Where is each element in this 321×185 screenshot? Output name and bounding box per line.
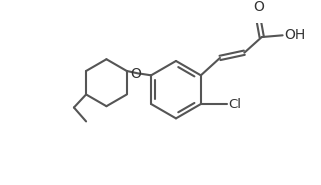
Text: Cl: Cl [229, 97, 242, 110]
Text: OH: OH [284, 28, 306, 42]
Text: O: O [253, 0, 264, 14]
Text: O: O [130, 67, 141, 81]
